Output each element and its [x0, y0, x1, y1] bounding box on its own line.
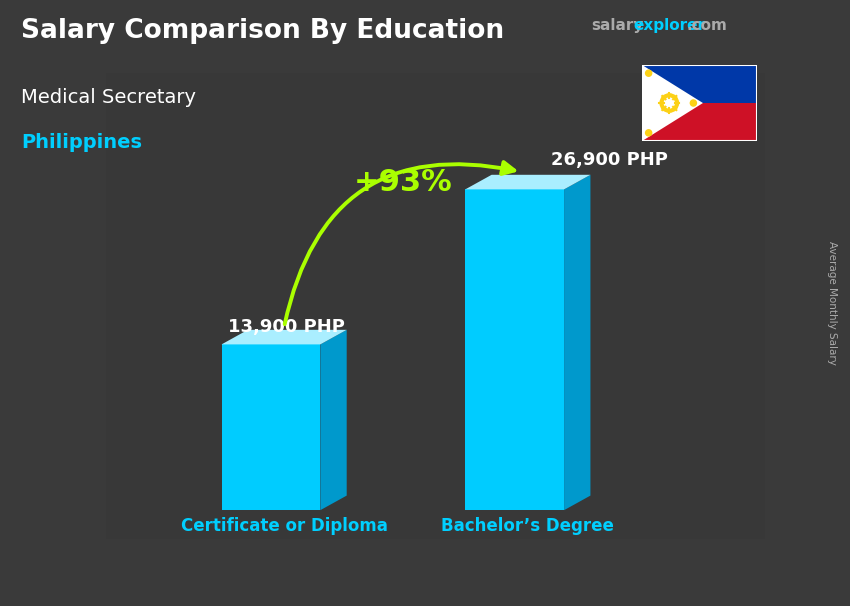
Polygon shape [222, 344, 320, 510]
Text: Average Monthly Salary: Average Monthly Salary [827, 241, 837, 365]
Polygon shape [564, 175, 591, 510]
Text: salary: salary [591, 18, 643, 33]
Text: +93%: +93% [354, 168, 452, 197]
Text: .com: .com [687, 18, 728, 33]
FancyArrowPatch shape [285, 162, 514, 324]
Circle shape [646, 70, 652, 76]
Text: Salary Comparison By Education: Salary Comparison By Education [21, 18, 504, 44]
Polygon shape [465, 175, 591, 189]
Polygon shape [642, 103, 756, 141]
Polygon shape [642, 65, 756, 103]
Polygon shape [320, 330, 347, 510]
Polygon shape [642, 65, 703, 141]
Circle shape [665, 98, 674, 108]
Text: Medical Secretary: Medical Secretary [21, 88, 196, 107]
Text: Philippines: Philippines [21, 133, 142, 152]
Text: explorer: explorer [633, 18, 706, 33]
Text: 26,900 PHP: 26,900 PHP [551, 151, 668, 169]
Text: Certificate or Diploma: Certificate or Diploma [181, 517, 388, 535]
Circle shape [690, 100, 696, 106]
Circle shape [646, 130, 652, 136]
Text: Bachelor’s Degree: Bachelor’s Degree [441, 517, 615, 535]
Polygon shape [465, 189, 564, 510]
Circle shape [660, 94, 678, 112]
Text: 13,900 PHP: 13,900 PHP [228, 318, 345, 336]
Polygon shape [222, 330, 347, 344]
